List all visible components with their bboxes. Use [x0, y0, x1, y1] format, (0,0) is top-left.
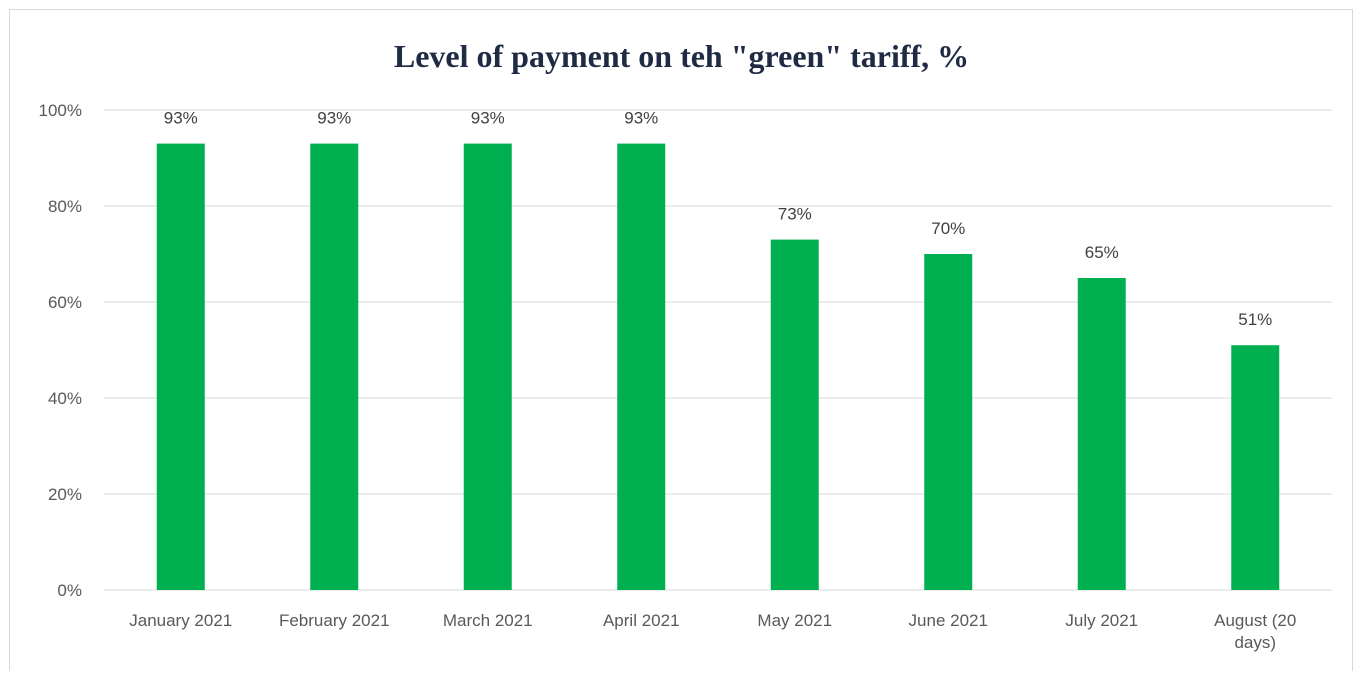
y-tick-label: 40% [48, 389, 82, 408]
x-tick-label: July 2021 [1065, 611, 1138, 630]
chart-title: Level of payment on teh "green" tariff, … [393, 38, 970, 74]
y-tick-label: 0% [57, 581, 82, 600]
x-tick-label: April 2021 [603, 611, 680, 630]
chart-frame [9, 9, 1353, 671]
bar [924, 254, 973, 590]
data-label: 93% [624, 109, 658, 128]
data-label: 73% [778, 205, 812, 224]
bar [1077, 278, 1126, 590]
data-label: 93% [471, 109, 505, 128]
y-tick-label: 80% [48, 197, 82, 216]
x-tick-label: January 2021 [129, 611, 232, 630]
data-label: 70% [931, 219, 965, 238]
y-tick-label: 20% [48, 485, 82, 504]
data-label: 51% [1238, 310, 1272, 329]
x-tick-label: August (20 days) [1214, 611, 1296, 652]
bar [770, 239, 819, 590]
bar [156, 143, 205, 590]
data-label: 93% [164, 109, 198, 128]
data-label: 65% [1085, 243, 1119, 262]
x-tick-label: May 2021 [757, 611, 832, 630]
bar [1231, 345, 1280, 590]
x-tick-label: March 2021 [443, 611, 533, 630]
bar [310, 143, 359, 590]
data-label: 93% [317, 109, 351, 128]
x-tick-label: February 2021 [279, 611, 390, 630]
bar [617, 143, 666, 590]
bar [463, 143, 512, 590]
y-tick-label: 60% [48, 293, 82, 312]
x-tick-label: June 2021 [909, 611, 988, 630]
y-tick-label: 100% [39, 101, 82, 120]
